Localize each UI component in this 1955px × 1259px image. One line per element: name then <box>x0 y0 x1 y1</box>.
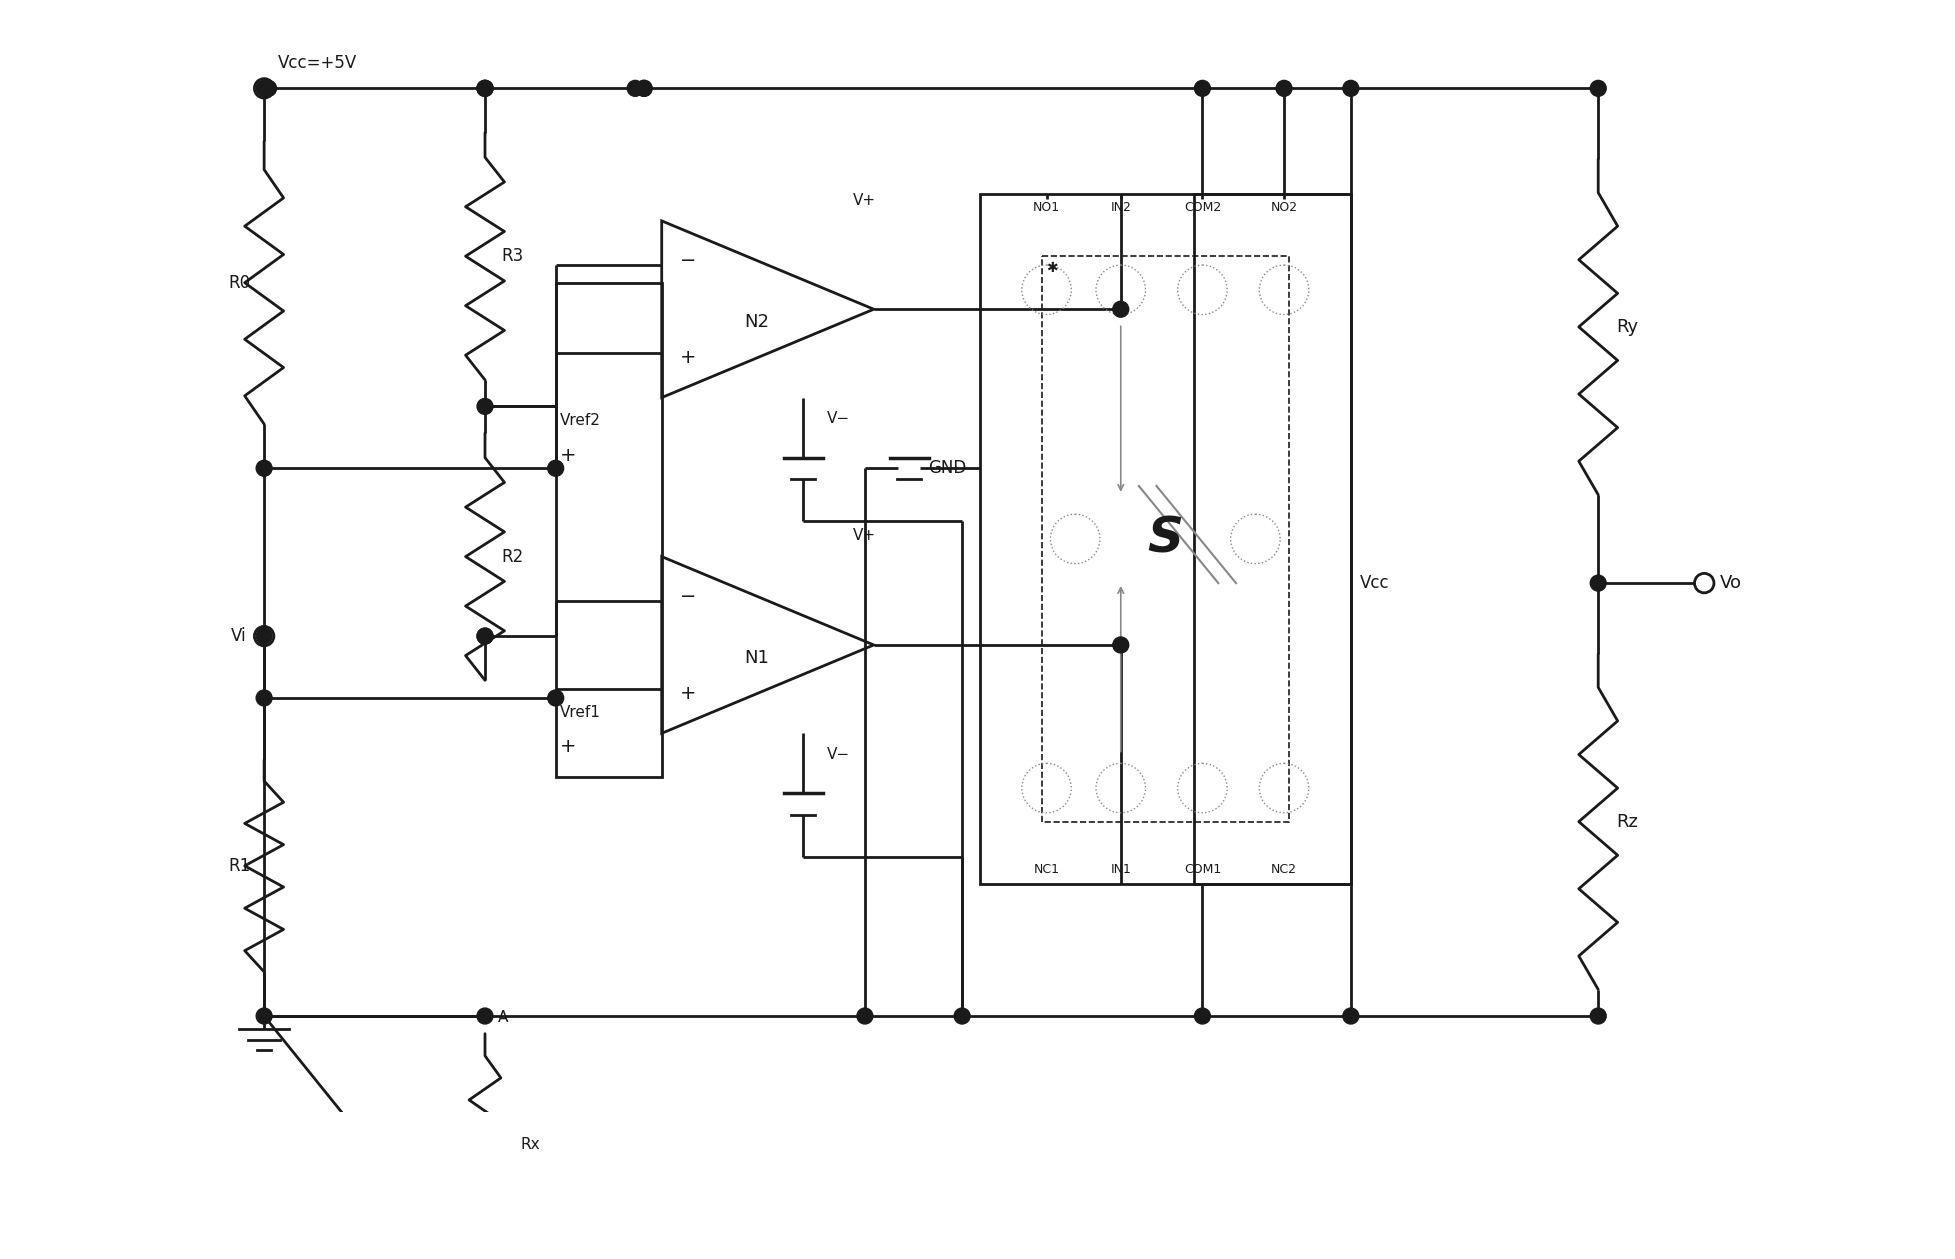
Circle shape <box>477 81 493 96</box>
Circle shape <box>1195 1008 1210 1024</box>
Text: Vi: Vi <box>231 627 246 645</box>
Text: V−: V− <box>827 747 850 762</box>
Bar <box>1042 257 1288 822</box>
Circle shape <box>477 628 493 645</box>
Circle shape <box>856 1008 872 1024</box>
Circle shape <box>628 81 643 96</box>
Text: A: A <box>499 1010 508 1025</box>
Circle shape <box>635 81 651 96</box>
Text: Vref1: Vref1 <box>559 705 600 720</box>
Circle shape <box>477 81 493 96</box>
Text: N2: N2 <box>745 313 768 331</box>
Text: NO2: NO2 <box>1271 201 1296 214</box>
Circle shape <box>635 81 651 96</box>
Circle shape <box>256 628 272 645</box>
Text: −: − <box>680 587 696 606</box>
Text: R1: R1 <box>229 857 250 875</box>
Circle shape <box>477 1008 493 1024</box>
Text: V+: V+ <box>852 529 876 544</box>
Circle shape <box>477 81 493 96</box>
Text: Vref2: Vref2 <box>559 413 600 428</box>
Text: N1: N1 <box>745 650 768 667</box>
Circle shape <box>477 398 493 414</box>
Text: R0: R0 <box>229 273 250 292</box>
Bar <box>1193 194 1351 884</box>
Text: +: + <box>680 349 696 368</box>
Circle shape <box>477 628 493 645</box>
Circle shape <box>1112 637 1128 653</box>
Text: COM1: COM1 <box>1183 864 1220 876</box>
Circle shape <box>1589 1008 1605 1024</box>
Text: V−: V− <box>827 410 850 426</box>
Text: NO1: NO1 <box>1032 201 1060 214</box>
Text: S: S <box>1148 515 1183 563</box>
Circle shape <box>1589 81 1605 96</box>
Text: V+: V+ <box>852 193 876 208</box>
Text: GND: GND <box>929 460 966 477</box>
Circle shape <box>954 1008 970 1024</box>
Text: Vcc: Vcc <box>1359 574 1388 592</box>
Bar <box>979 194 1351 884</box>
Text: NC1: NC1 <box>1032 864 1060 876</box>
Circle shape <box>1343 1008 1359 1024</box>
Text: −: − <box>680 251 696 271</box>
Text: Vo: Vo <box>1718 574 1742 592</box>
Text: NC2: NC2 <box>1271 864 1296 876</box>
Circle shape <box>260 81 276 96</box>
Text: R3: R3 <box>500 247 522 266</box>
Text: Rz: Rz <box>1615 812 1636 831</box>
Circle shape <box>1112 301 1128 317</box>
Text: IN2: IN2 <box>1110 201 1130 214</box>
Text: Vcc=+5V: Vcc=+5V <box>278 54 356 73</box>
Circle shape <box>1343 81 1359 96</box>
Text: +: + <box>680 684 696 703</box>
Text: Ry: Ry <box>1615 317 1636 336</box>
Text: R2: R2 <box>500 548 522 565</box>
Text: Rx: Rx <box>520 1137 540 1152</box>
Circle shape <box>256 461 272 476</box>
Text: IN1: IN1 <box>1110 864 1130 876</box>
Circle shape <box>256 81 272 96</box>
Text: ✱: ✱ <box>1046 261 1058 274</box>
Text: +: + <box>559 446 577 465</box>
Circle shape <box>256 1008 272 1024</box>
Circle shape <box>1275 81 1292 96</box>
Circle shape <box>547 690 563 706</box>
Text: COM2: COM2 <box>1183 201 1220 214</box>
Circle shape <box>256 690 272 706</box>
Text: +: + <box>559 737 577 757</box>
Circle shape <box>547 461 563 476</box>
Circle shape <box>1195 81 1210 96</box>
Circle shape <box>1589 575 1605 590</box>
Bar <box>555 283 661 778</box>
